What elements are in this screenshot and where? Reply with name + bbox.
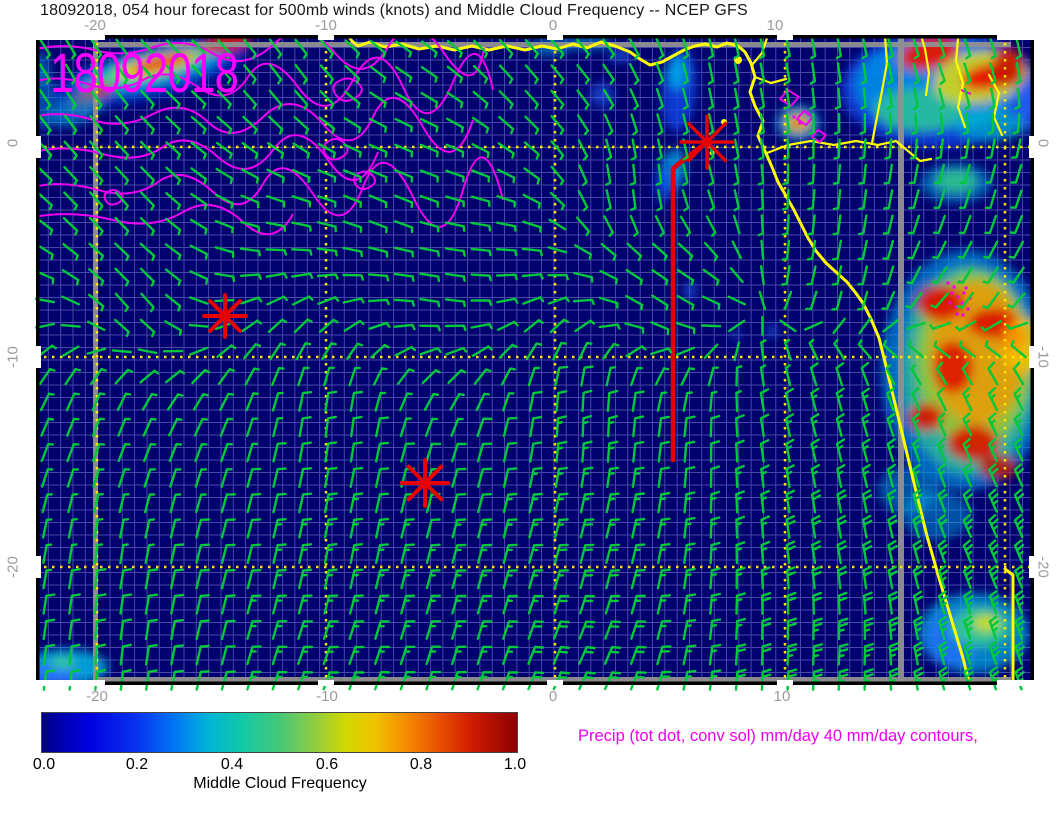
colorbar bbox=[41, 712, 518, 753]
colorbar-tick: 0.6 bbox=[315, 756, 339, 773]
plot-title: 18092018, 054 hour forecast for 500mb wi… bbox=[40, 2, 748, 19]
forecast-point-marker bbox=[679, 114, 735, 170]
forecast-point-marker bbox=[400, 458, 450, 508]
forecast-map: 18092018 bbox=[34, 34, 1035, 691]
axis-tick-label: -20 bbox=[86, 688, 108, 705]
axis-tick-label: -20 bbox=[84, 17, 106, 34]
axis-tick-label: -10 bbox=[315, 17, 337, 34]
forecast-map-canvas bbox=[34, 34, 1035, 691]
axis-tick-label: 0 bbox=[548, 17, 558, 34]
axis-tick-label: 10 bbox=[773, 688, 791, 705]
colorbar-tick: 0.8 bbox=[409, 756, 433, 773]
axis-tick-label: -10 bbox=[1034, 346, 1052, 368]
colorbar-tick: 1.0 bbox=[503, 756, 527, 773]
axis-tick-label: 0 bbox=[1034, 138, 1052, 148]
axis-tick-label: -10 bbox=[316, 688, 338, 705]
axis-tick-label: 10 bbox=[766, 17, 784, 34]
axis-tick-label: 0 bbox=[4, 138, 22, 148]
colorbar-label: Middle Cloud Frequency bbox=[193, 775, 367, 792]
precip-note: Precip (tot dot, conv sol) mm/day 40 mm/… bbox=[578, 727, 978, 745]
colorbar-tick: 0.4 bbox=[220, 756, 244, 773]
axis-tick-label: -20 bbox=[1034, 556, 1052, 578]
axis-tick-label: 0 bbox=[548, 688, 558, 705]
date-stamp-overlay: 18092018 bbox=[50, 41, 239, 104]
axis-tick-label: -20 bbox=[4, 556, 22, 578]
forecast-point-marker bbox=[202, 293, 248, 339]
colorbar-tick: 0.2 bbox=[125, 756, 149, 773]
axis-tick-label: -10 bbox=[4, 346, 22, 368]
colorbar-tick: 0.0 bbox=[32, 756, 56, 773]
